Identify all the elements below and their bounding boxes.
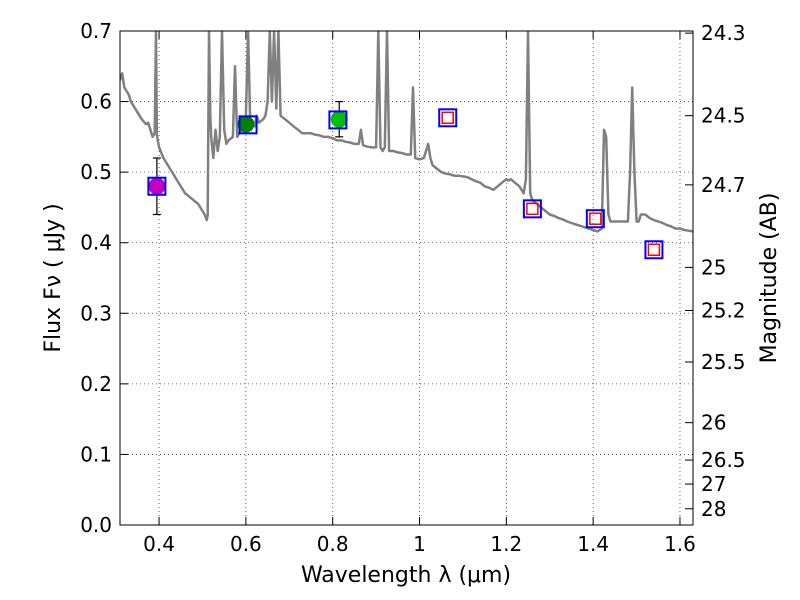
y-tick-label: 0.0 bbox=[80, 513, 112, 537]
predicted-square bbox=[589, 212, 602, 225]
x-tick-label: 0.8 bbox=[317, 532, 349, 556]
model-square bbox=[147, 176, 167, 196]
y-tick-label: 0.3 bbox=[80, 301, 112, 325]
x-tick-label: 1.4 bbox=[577, 532, 609, 556]
x-tick-label: 1.2 bbox=[490, 532, 522, 556]
right-tick-label: 25.5 bbox=[701, 350, 746, 374]
y-axis-right-label: Magnitude (AB) bbox=[757, 193, 782, 364]
right-tick-label: 24.7 bbox=[701, 173, 746, 197]
x-tick-label: 0.6 bbox=[230, 532, 262, 556]
observed-point bbox=[148, 177, 166, 195]
x-tick-label: 0.4 bbox=[143, 532, 175, 556]
y-tick-label: 0.6 bbox=[80, 90, 112, 114]
right-tick-label: 26 bbox=[701, 411, 726, 435]
right-tick-label: 25.2 bbox=[701, 298, 746, 322]
x-tick-label: 1 bbox=[413, 532, 426, 556]
model-square bbox=[644, 240, 664, 260]
model-square bbox=[328, 110, 348, 130]
y-tick-label: 0.5 bbox=[80, 160, 112, 184]
predicted-square bbox=[647, 243, 661, 257]
axes: 0.4 0.6 0.8 1 1.2 1.4 1.6 0.0 0.1 0.2 0.3 0.4 0.5 0.6… bbox=[80, 19, 745, 556]
model-square bbox=[585, 209, 605, 229]
right-tick-label: 27 bbox=[701, 472, 726, 496]
y-tick-label: 0.2 bbox=[80, 372, 112, 396]
model-square bbox=[438, 108, 458, 128]
y-axis-label: Flux Fν ( μJy ) bbox=[41, 203, 66, 352]
model-square bbox=[238, 115, 258, 135]
predicted-square bbox=[441, 111, 454, 125]
y-tick-label: 0.4 bbox=[80, 231, 112, 255]
predicted-square bbox=[526, 202, 539, 216]
grid bbox=[120, 30, 693, 526]
x-axis-label: Wavelength λ (μm) bbox=[301, 563, 511, 588]
right-tick-label: 24.5 bbox=[701, 104, 746, 128]
y-tick-label: 0.7 bbox=[80, 19, 112, 43]
observed-point bbox=[330, 110, 348, 128]
x-tick-label: 1.6 bbox=[664, 532, 696, 556]
right-tick-label: 28 bbox=[701, 497, 726, 521]
plot-frame bbox=[119, 30, 694, 526]
right-tick-label: 24.3 bbox=[701, 21, 746, 45]
plot-area bbox=[120, 31, 693, 260]
right-tick-label: 25 bbox=[701, 255, 726, 279]
spectrum-line bbox=[120, 31, 693, 233]
model-square bbox=[522, 199, 542, 219]
right-tick-label: 26.5 bbox=[701, 448, 746, 472]
y-tick-label: 0.1 bbox=[80, 442, 112, 466]
